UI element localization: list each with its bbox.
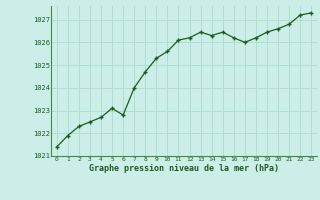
X-axis label: Graphe pression niveau de la mer (hPa): Graphe pression niveau de la mer (hPa) — [89, 164, 279, 173]
